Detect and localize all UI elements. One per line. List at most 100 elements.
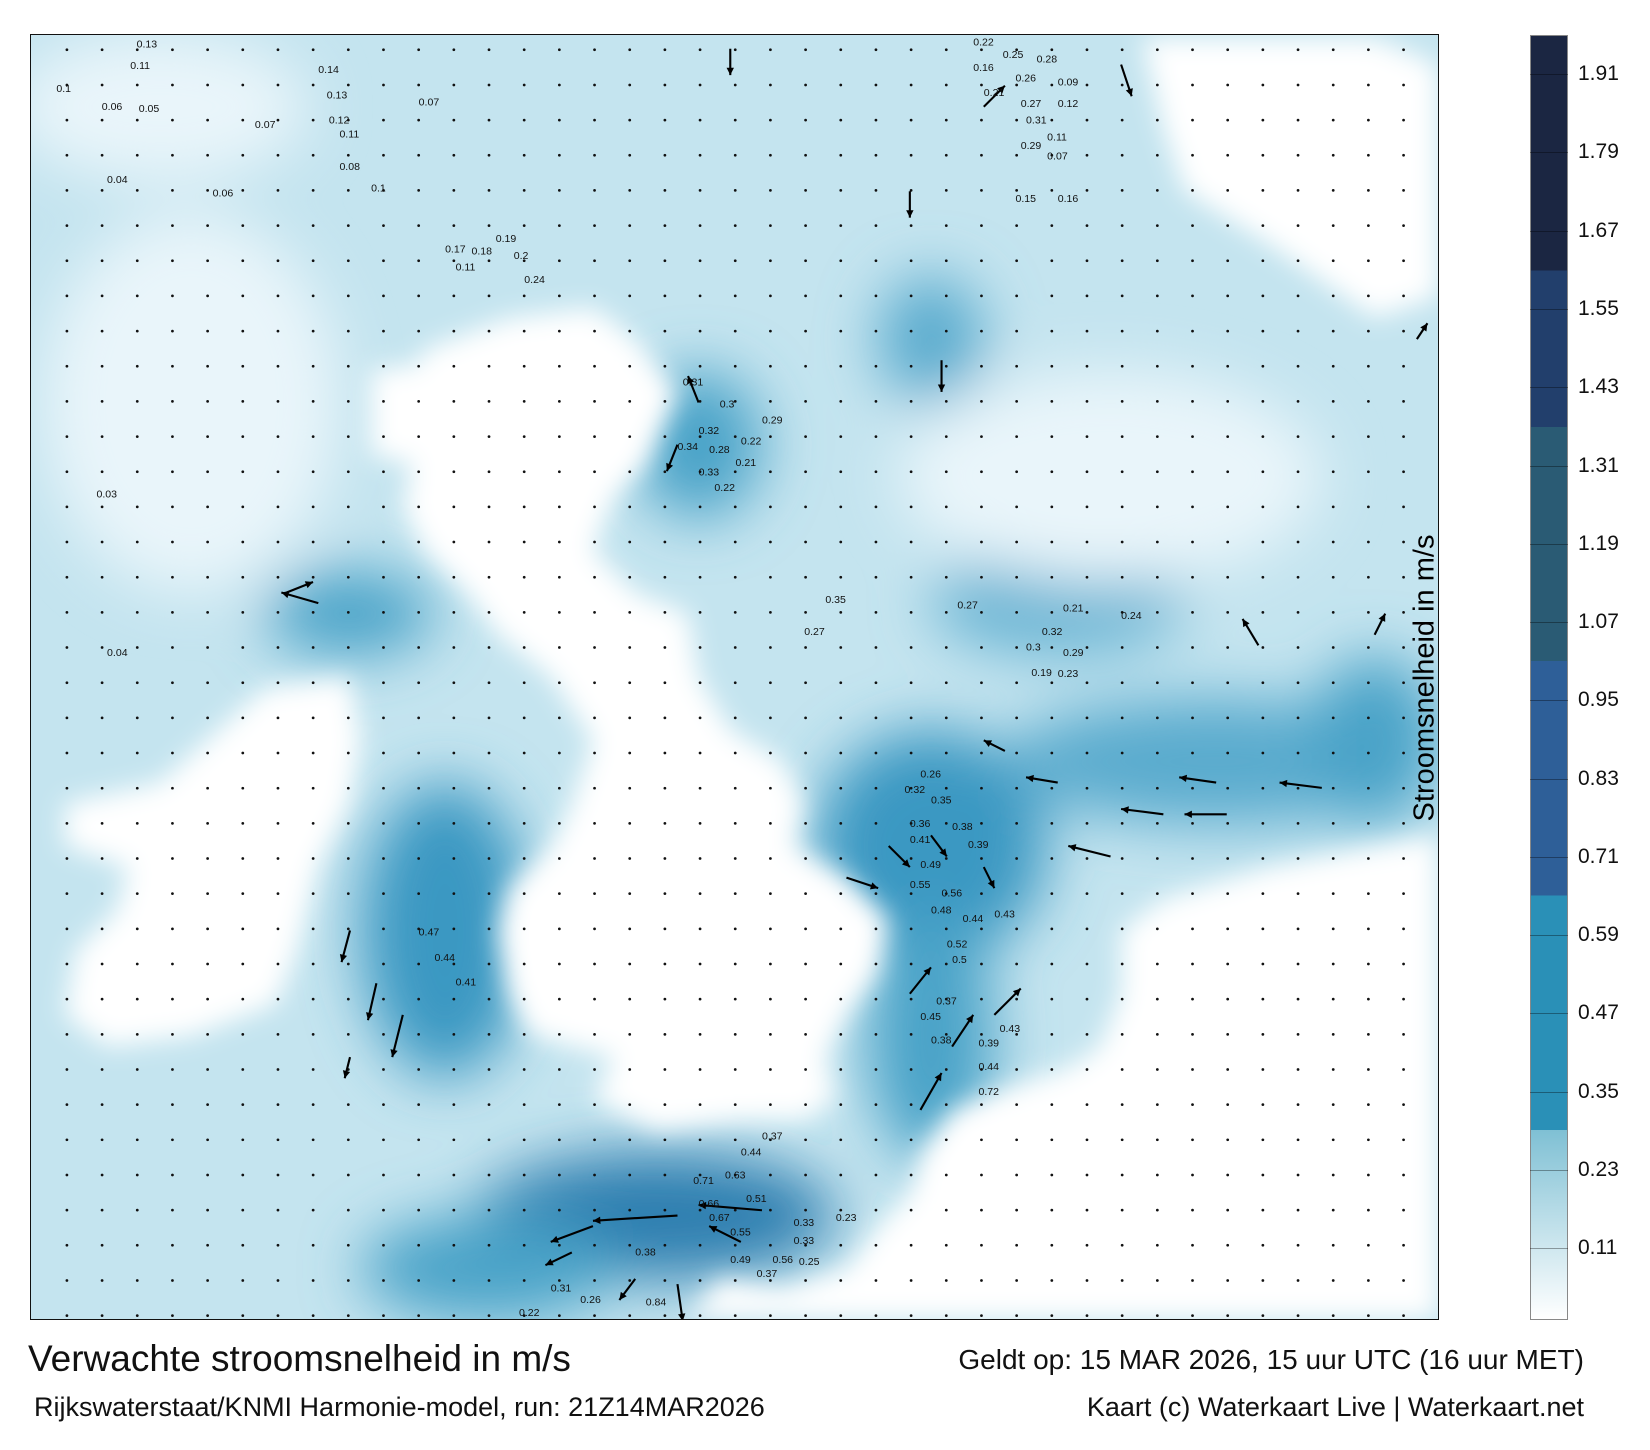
grid-dot [417, 857, 421, 860]
grid-dot [557, 892, 561, 896]
grid-dot [346, 786, 350, 790]
grid-dot [698, 716, 702, 720]
grid-dot [65, 364, 69, 368]
colorbar-tick [1530, 856, 1568, 858]
grid-dot [452, 1138, 456, 1142]
grid-dot [628, 364, 632, 368]
grid-dot [487, 1068, 491, 1071]
grid-dot [1367, 470, 1370, 474]
grid-dot [1261, 575, 1265, 579]
speed-label: 0.35 [825, 594, 846, 606]
grid-dot [1191, 118, 1194, 122]
grid-dot [1261, 48, 1265, 52]
grid-dot [980, 786, 983, 790]
grid-dot [311, 224, 315, 227]
grid-dot [1331, 1243, 1335, 1247]
grid-dot [593, 646, 596, 649]
speed-label: 0.48 [931, 905, 952, 917]
colorbar-tick [1530, 152, 1568, 154]
speed-label: 0.06 [213, 188, 234, 200]
grid-dot [382, 1103, 385, 1107]
grid-dot [593, 751, 596, 755]
grid-dot [1155, 364, 1159, 368]
grid-dot [100, 48, 104, 52]
grid-dot [1261, 329, 1265, 333]
current-arrow [726, 48, 734, 76]
grid-dot [100, 716, 104, 720]
grid-dot [1296, 189, 1300, 192]
grid-dot [487, 927, 491, 931]
grid-dot [171, 189, 174, 192]
grid-dot [452, 821, 456, 825]
grid-dot [1367, 962, 1370, 966]
grid-dot [769, 1173, 772, 1177]
grid-dot [1155, 435, 1159, 438]
grid-dot [487, 821, 491, 825]
grid-dot [65, 681, 69, 685]
grid-dot [769, 470, 772, 474]
grid-dot [206, 364, 209, 368]
grid-dot [1120, 540, 1124, 544]
current-arrow [665, 444, 679, 472]
grid-dot [1402, 611, 1405, 614]
grid-dot [241, 1208, 245, 1212]
speed-label: 0.44 [979, 1061, 1000, 1073]
grid-dot [171, 153, 174, 157]
grid-dot [522, 83, 526, 87]
grid-dot [346, 575, 350, 579]
grid-dot [1015, 611, 1019, 614]
grid-dot [1367, 1279, 1370, 1282]
speed-label: 0.35 [931, 795, 952, 807]
grid-dot [1296, 1138, 1300, 1142]
grid-dot [241, 1068, 245, 1071]
grid-dot [839, 821, 843, 825]
grid-dot [557, 294, 561, 298]
grid-dot [733, 892, 737, 896]
grid-dot [733, 1032, 737, 1036]
grid-dot [593, 189, 596, 192]
grid-dot [1296, 575, 1300, 579]
grid-dot [1120, 329, 1124, 333]
grid-dot [1367, 575, 1370, 579]
speed-label: 0.43 [994, 909, 1015, 921]
grid-dot [663, 681, 667, 685]
grid-dot [1120, 435, 1124, 438]
grid-dot [1261, 646, 1265, 649]
grid-dot [1402, 364, 1405, 368]
grid-dot [1367, 892, 1370, 896]
grid-dot [628, 1279, 632, 1282]
grid-dot [206, 1208, 209, 1212]
grid-dot [1367, 821, 1370, 825]
grid-dot [628, 435, 632, 438]
grid-dot [135, 153, 139, 157]
grid-dot [804, 997, 807, 1001]
grid-dot [663, 751, 667, 755]
grid-dot [874, 1243, 878, 1247]
grid-dot [346, 540, 350, 544]
grid-dot [733, 48, 737, 52]
grid-dot [171, 48, 174, 52]
grid-dot [628, 1173, 632, 1177]
grid-dot [1050, 962, 1054, 966]
grid-dot [557, 997, 561, 1001]
grid-dot [980, 1208, 983, 1212]
speed-label: 0.67 [709, 1212, 730, 1224]
grid-dot [1050, 1279, 1054, 1282]
grid-dot [1402, 1279, 1405, 1282]
grid-dot [171, 1103, 174, 1107]
grid-dot [487, 681, 491, 685]
grid-dot [311, 1103, 315, 1107]
grid-dot [417, 646, 421, 649]
grid-dot [663, 1173, 667, 1177]
grid-dot [628, 681, 632, 685]
grid-dot [980, 857, 983, 860]
grid-dot [1402, 540, 1405, 544]
current-speed-map[interactable]: 0.13 0.11 0.1 0.06 0.14 0.13 0.12 0.11 0.07 0.04 0… [30, 34, 1439, 1320]
grid-dot [733, 751, 737, 755]
grid-dot [839, 153, 843, 157]
grid-dot [1015, 1103, 1019, 1107]
grid-dot [487, 1173, 491, 1177]
speed-label: 0.71 [693, 1175, 714, 1187]
speed-label: 0.33 [794, 1217, 815, 1229]
grid-dot [1120, 611, 1124, 614]
